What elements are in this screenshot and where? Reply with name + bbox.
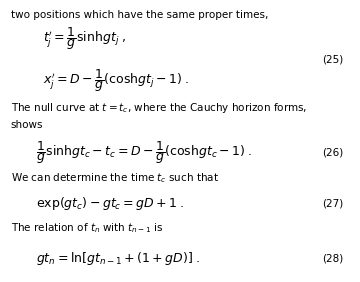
Text: (26): (26) [323, 147, 344, 157]
Text: (25): (25) [323, 54, 344, 64]
Text: $t_j^{\prime}=\dfrac{1}{g}\mathrm{sinh}gt_j\;,$: $t_j^{\prime}=\dfrac{1}{g}\mathrm{sinh}g… [43, 25, 126, 52]
Text: shows: shows [11, 120, 43, 131]
Text: $gt_n=\ln[gt_{n-1}+(1+gD)]\;.$: $gt_n=\ln[gt_{n-1}+(1+gD)]\;.$ [36, 250, 200, 266]
Text: $\dfrac{1}{g}\mathrm{sinh}gt_c-t_c=D-\dfrac{1}{g}(\mathrm{cosh}gt_c-1)\;.$: $\dfrac{1}{g}\mathrm{sinh}gt_c-t_c=D-\df… [36, 139, 253, 166]
Text: (28): (28) [323, 253, 344, 263]
Text: (27): (27) [323, 199, 344, 209]
Text: The relation of $t_n$ with $t_{n-1}$ is: The relation of $t_n$ with $t_{n-1}$ is [11, 222, 163, 235]
Text: $\mathrm{exp}(gt_c)-gt_c=gD+1\;.$: $\mathrm{exp}(gt_c)-gt_c=gD+1\;.$ [36, 195, 184, 212]
Text: The null curve at $t=t_c$, where the Cauchy horizon forms,: The null curve at $t=t_c$, where the Cau… [11, 101, 307, 115]
Text: two positions which have the same proper times,: two positions which have the same proper… [11, 10, 268, 20]
Text: $x_j^{\prime}=D-\dfrac{1}{g}(\mathrm{cosh}gt_j-1)\;.$: $x_j^{\prime}=D-\dfrac{1}{g}(\mathrm{cos… [43, 67, 190, 94]
Text: We can determine the time $t_c$ such that: We can determine the time $t_c$ such tha… [11, 171, 219, 185]
